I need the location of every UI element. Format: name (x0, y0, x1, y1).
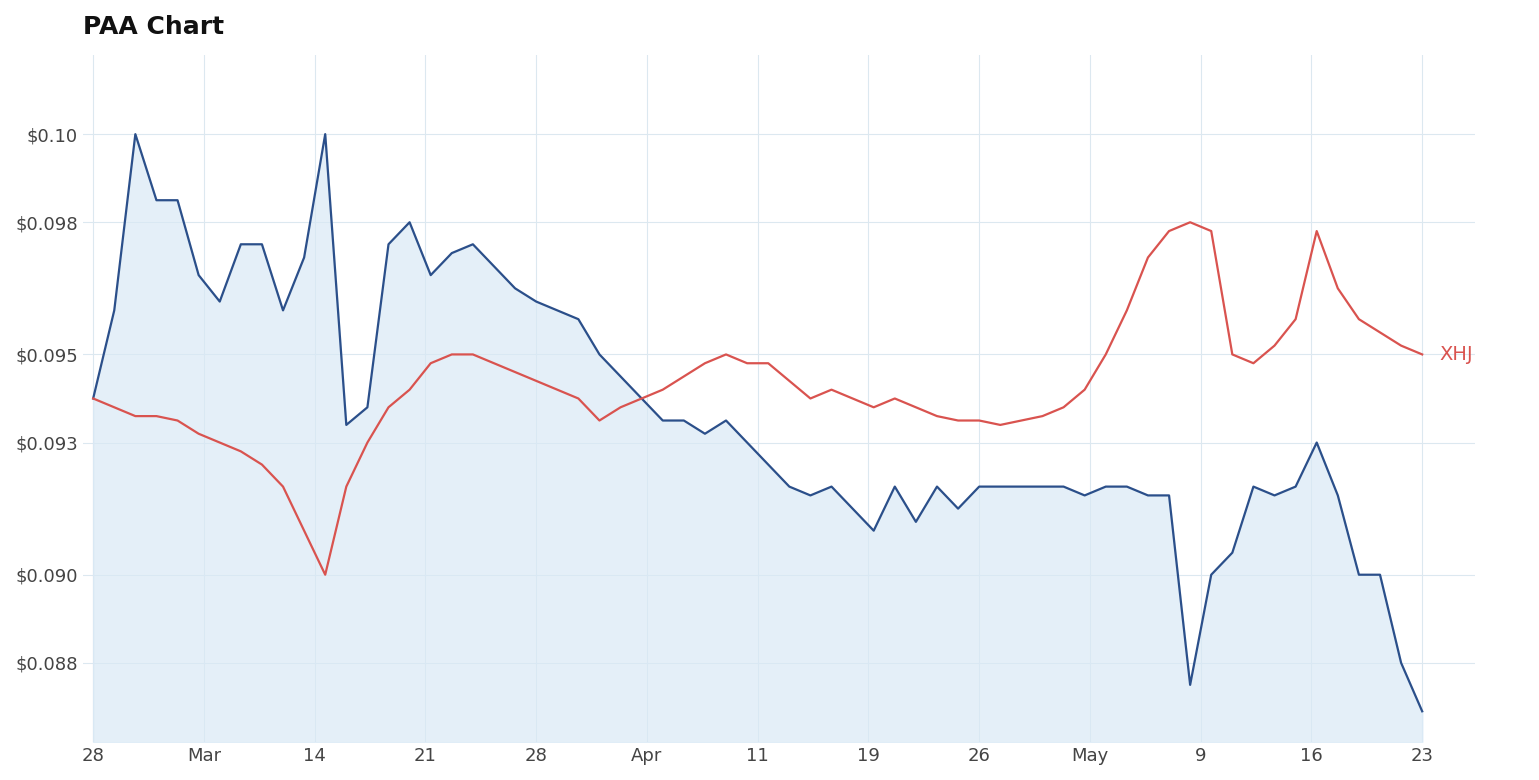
Text: PAA Chart: PAA Chart (83, 15, 223, 39)
Text: XHJ: XHJ (1439, 345, 1473, 364)
